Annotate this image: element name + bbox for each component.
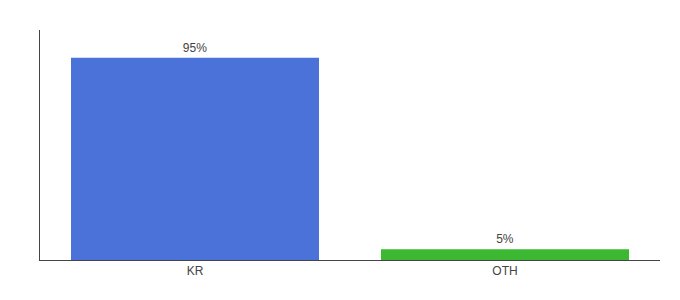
svg-text:95%: 95% — [183, 41, 207, 55]
svg-text:OTH: OTH — [492, 264, 517, 278]
svg-text:KR: KR — [187, 264, 204, 278]
svg-text:5%: 5% — [496, 232, 514, 246]
